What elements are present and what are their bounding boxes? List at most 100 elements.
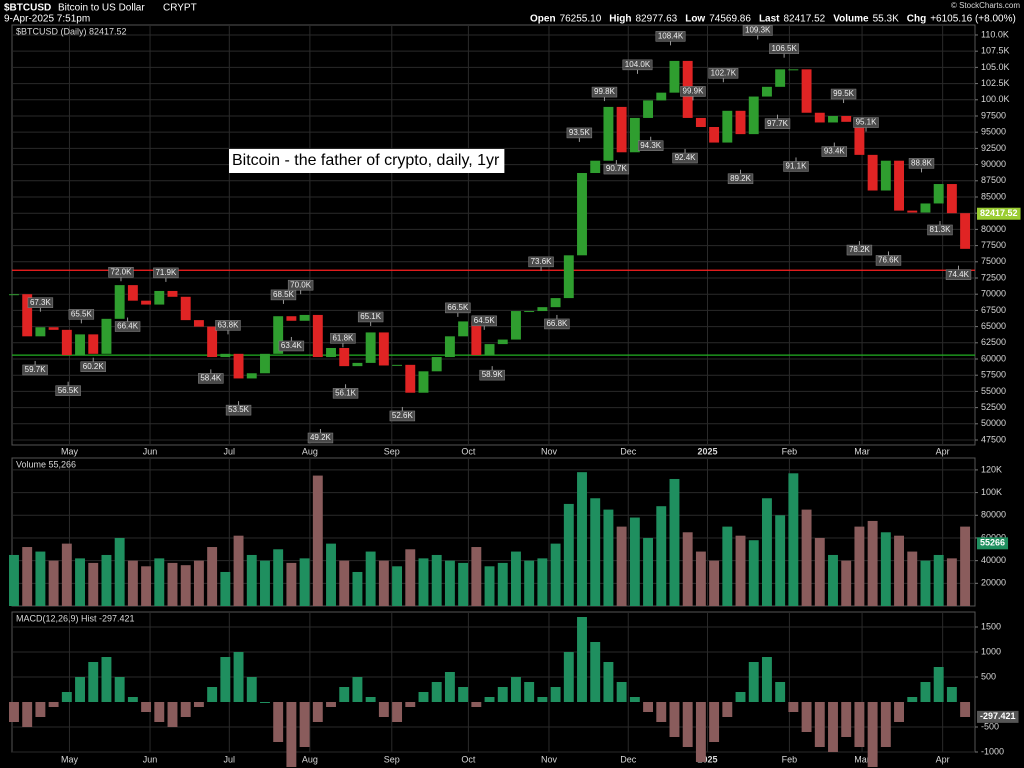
price-label: 93.4K — [824, 147, 846, 156]
last-value: 55266 — [980, 538, 1005, 548]
bar — [154, 558, 165, 606]
candle — [933, 184, 944, 204]
last-value: 82417.52 — [980, 208, 1018, 218]
label-box — [544, 318, 570, 330]
credit: © StockCharts.com — [951, 1, 1020, 10]
bar — [669, 478, 680, 606]
bar — [709, 702, 720, 742]
price-label: 104.0K — [625, 60, 651, 69]
bar — [286, 702, 297, 767]
bar — [682, 532, 693, 606]
candle — [946, 184, 957, 214]
candle — [88, 334, 99, 354]
bar — [273, 702, 284, 742]
candle — [101, 318, 112, 354]
candle — [761, 86, 772, 97]
y-tick-label: 100.0K — [981, 94, 1010, 104]
bar — [880, 702, 891, 747]
x-tick-label: Oct — [461, 446, 476, 456]
x-tick-label: Mar — [854, 446, 870, 456]
candle — [709, 127, 720, 143]
label-box — [108, 266, 134, 278]
y-tick-label: 80000 — [981, 224, 1006, 234]
x-tick-label: Nov — [541, 754, 558, 764]
y-tick-label: 105.0K — [981, 62, 1010, 72]
last-value-box — [977, 537, 1009, 550]
label-box — [307, 432, 334, 444]
price-label: 56.1K — [335, 388, 357, 397]
candle — [960, 213, 971, 249]
y-tick-label: -500 — [981, 721, 999, 731]
candle — [312, 314, 323, 358]
label-box — [332, 388, 359, 399]
bar — [312, 475, 323, 606]
y-tick-label: 55000 — [981, 386, 1006, 396]
price-label: 93.5K — [569, 128, 591, 137]
price-label: 66.5K — [447, 303, 469, 312]
bar — [867, 520, 878, 606]
candle — [207, 326, 218, 358]
label-box — [853, 117, 879, 128]
candle — [246, 373, 257, 379]
y-tick-label: 20000 — [981, 578, 1006, 588]
bar — [814, 702, 825, 747]
label-box — [566, 127, 593, 139]
panel-title: MACD(12,26,9) Hist -297.421 — [16, 613, 135, 623]
y-tick-label: 95000 — [981, 127, 1006, 137]
y-tick-label: 92500 — [981, 143, 1006, 153]
price-label: 74.4K — [948, 270, 970, 279]
candle — [537, 307, 548, 312]
bar — [616, 682, 627, 702]
x-tick-label: May — [61, 446, 79, 456]
bar — [695, 702, 706, 762]
bar — [669, 702, 680, 737]
bar — [365, 697, 376, 702]
label-box — [287, 279, 314, 291]
bar — [867, 702, 878, 767]
price-label: 60.2K — [83, 362, 105, 371]
candle — [431, 357, 442, 372]
annotation-box — [229, 149, 505, 173]
x-tick-label: Apr — [936, 446, 950, 456]
bar — [458, 687, 469, 702]
bar — [656, 702, 667, 722]
label-box — [603, 163, 630, 175]
label-box — [672, 152, 698, 164]
price-label: 106.5K — [771, 44, 797, 53]
candle — [616, 106, 627, 153]
y-tick-label: 500 — [981, 671, 996, 681]
y-tick-label: 1500 — [981, 621, 1001, 631]
bar — [260, 560, 270, 606]
price-label: 63.4K — [281, 341, 303, 350]
price-label: 109.3K — [745, 26, 771, 35]
bar — [616, 526, 627, 606]
label-box — [22, 364, 48, 376]
bar — [75, 558, 85, 606]
y-tick-label: 90000 — [981, 159, 1006, 169]
candle — [814, 112, 825, 123]
bar — [761, 498, 772, 606]
bar — [907, 697, 918, 702]
quote-label: Volume — [833, 14, 869, 25]
price-label: 108.4K — [658, 31, 684, 40]
candle — [656, 92, 667, 101]
bar — [246, 554, 257, 606]
bar — [299, 702, 310, 747]
price-label: 99.8K — [594, 87, 616, 96]
x-tick-label: Oct — [461, 754, 476, 764]
price-label: 90.7K — [606, 164, 628, 173]
candle — [444, 336, 455, 358]
price-label: 56.5K — [58, 386, 80, 395]
bar — [88, 562, 99, 606]
price-label: 99.5K — [833, 89, 855, 98]
y-tick-label: 85000 — [981, 191, 1006, 201]
y-tick-label: 107.5K — [981, 46, 1010, 56]
bar — [352, 571, 363, 606]
bar — [35, 551, 46, 606]
bar — [352, 677, 363, 702]
y-tick-label: -1000 — [981, 746, 1004, 756]
x-tick-label: Mar — [854, 754, 870, 764]
bar — [141, 702, 152, 712]
candle — [260, 353, 270, 374]
label-box — [198, 373, 224, 384]
